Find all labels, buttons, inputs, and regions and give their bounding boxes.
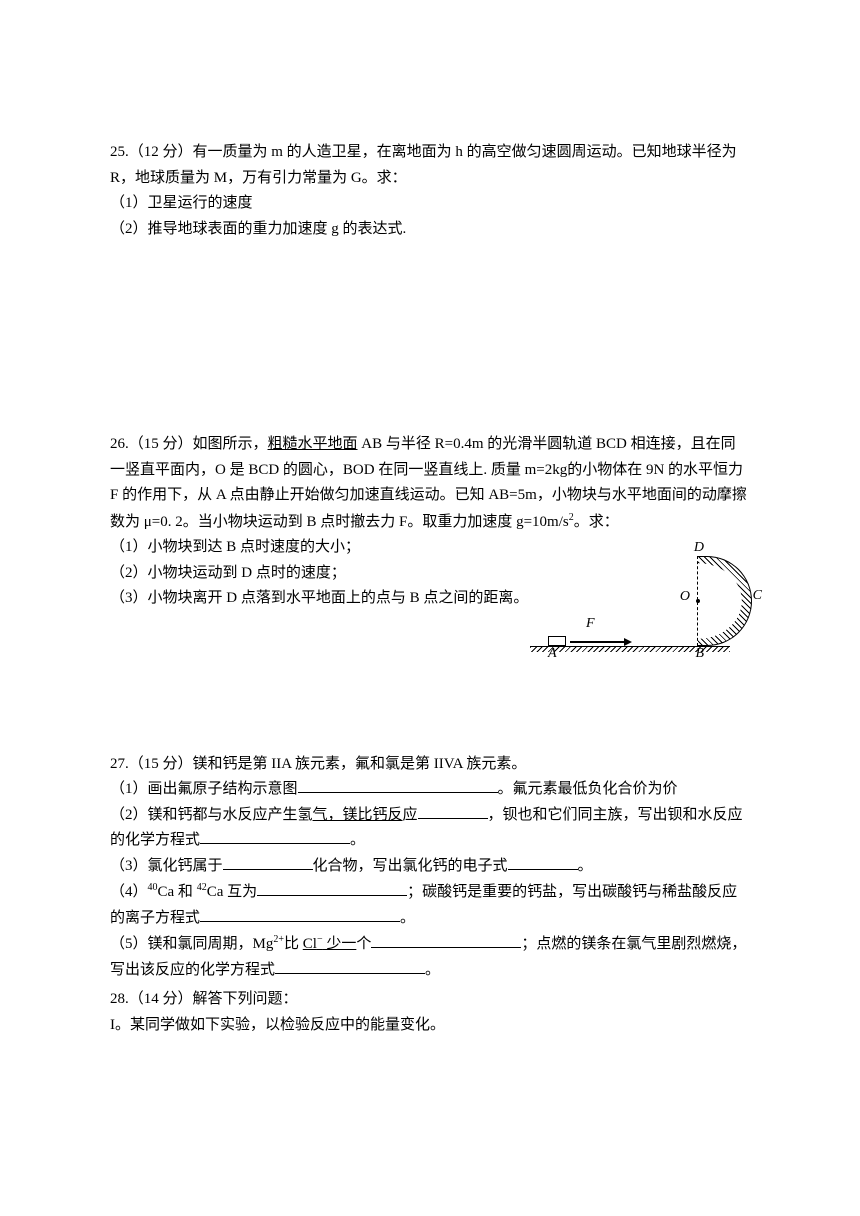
q25-header: 25.（12 分）有一质量为 m 的人造卫星，在离地面为 h 的高空做匀速圆周运… <box>110 140 750 191</box>
q27-line1: （1）画出氟原子结构示意图 。氟元素最低负化合价为价 <box>110 777 750 803</box>
q27-line3: （3）氯化钙属于 化合物，写出氯化钙的电子式 。 <box>110 854 750 880</box>
physics-diagram: A B C D O F <box>530 540 780 660</box>
charge-sup: 2+ <box>273 934 284 945</box>
q27-line4: （4）40Ca 和 42Ca 互为；碳酸钙是重要的钙盐，写出碳酸钙与稀盐酸反应的… <box>110 879 750 931</box>
question-27: 27.（15 分）镁和钙是第 IIA 族元素，氟和氯是第 IIVA 族元素。 （… <box>110 752 750 984</box>
question-28: 28.（14 分）解答下列问题： I。某同学做如下实验，以检验反应中的能量变化。 <box>110 987 750 1038</box>
isotope-sup: 42 <box>197 882 207 893</box>
q26-header-3: 。求： <box>574 514 619 530</box>
q27-4c: 。 <box>400 910 415 926</box>
q26-sub2: （2）小物块运动到 D 点时的速度； <box>110 561 530 587</box>
q27-5e: 。 <box>425 962 440 978</box>
label-b: B <box>695 642 704 666</box>
q27-header: 27.（15 分）镁和钙是第 IIA 族元素，氟和氯是第 IIVA 族元素。 <box>110 752 750 778</box>
q27-line2: （2）镁和钙都与水反应产生氢气，镁比钙反应，钡也和它们同主族，写出钡和水反应的化… <box>110 803 750 854</box>
q27-3b: 化合物，写出氯化钙的电子式 <box>313 858 508 874</box>
question-25: 25.（12 分）有一质量为 m 的人造卫星，在离地面为 h 的高空做匀速圆周运… <box>110 140 750 242</box>
q27-1b: 。氟元素最低负化合价为价 <box>498 781 678 797</box>
q27-line5: （5）镁和氯同周期，Mg2+比 Cl− 少一个；点燃的镁条在氯气里剧烈燃烧，写出… <box>110 931 750 983</box>
blank-field[interactable] <box>200 843 350 844</box>
force-arrow-icon <box>570 641 630 643</box>
q25-sub1: （1）卫星运行的速度 <box>110 191 750 217</box>
blank-field[interactable] <box>275 973 425 974</box>
q27-4a: （4） <box>110 884 148 900</box>
q27-5b: 比 <box>284 936 303 952</box>
q26-header-underline: 粗糙水平地面 <box>268 436 358 452</box>
isotope-sup: 40 <box>148 882 158 893</box>
blank-field[interactable] <box>223 869 313 870</box>
question-26: 26.（15 分）如图所示，粗糙水平地面 AB 与半径 R=0.4m 的光滑半圆… <box>110 432 750 612</box>
q25-sub2: （2）推导地球表面的重力加速度 g 的表达式. <box>110 217 750 243</box>
q27-2a: （2）镁和钙都与水反应产生氢 <box>110 807 313 823</box>
blank-field[interactable] <box>371 947 521 948</box>
center-point <box>696 599 700 603</box>
q27-3c: 。 <box>578 858 593 874</box>
label-c: C <box>753 584 762 608</box>
cl-text: Cl <box>303 936 317 952</box>
q27-iso1: Ca 和 <box>158 884 197 900</box>
q27-2u: 气，镁比钙反 <box>313 807 403 823</box>
q26-sub1: （1）小物块到达 B 点时速度的大小； <box>110 535 530 561</box>
blank-field[interactable] <box>257 895 407 896</box>
q27-5c: 个 <box>356 936 371 952</box>
q27-2d: 。 <box>350 832 365 848</box>
label-d: D <box>694 536 704 560</box>
label-f: F <box>586 612 595 636</box>
semicircle-track <box>698 556 752 646</box>
blank-field[interactable] <box>508 869 578 870</box>
q27-5u2: 少一 <box>323 936 357 952</box>
blank-field[interactable] <box>418 818 488 819</box>
q27-iso2: Ca 互为 <box>207 884 257 900</box>
q28-line1: I。某同学做如下实验，以检验反应中的能量变化。 <box>110 1013 750 1039</box>
q27-2b: 应 <box>403 807 418 823</box>
q26-sub3: （3）小物块离开 D 点落到水平地面上的点与 B 点之间的距离。 <box>110 586 530 612</box>
blank-field[interactable] <box>298 792 498 793</box>
semicircle-outer <box>698 556 752 646</box>
q28-header: 28.（14 分）解答下列问题： <box>110 987 750 1013</box>
q27-3a: （3）氯化钙属于 <box>110 858 223 874</box>
q26-header-1: 26.（15 分）如图所示， <box>110 436 268 452</box>
q27-5u: Cl− 少一 <box>303 936 357 952</box>
q27-5a: （5）镁和氯同周期，Mg <box>110 936 273 952</box>
label-o: O <box>680 585 690 609</box>
blank-field[interactable] <box>200 921 400 922</box>
q27-1a: （1）画出氟原子结构示意图 <box>110 781 298 797</box>
label-a: A <box>548 642 557 666</box>
